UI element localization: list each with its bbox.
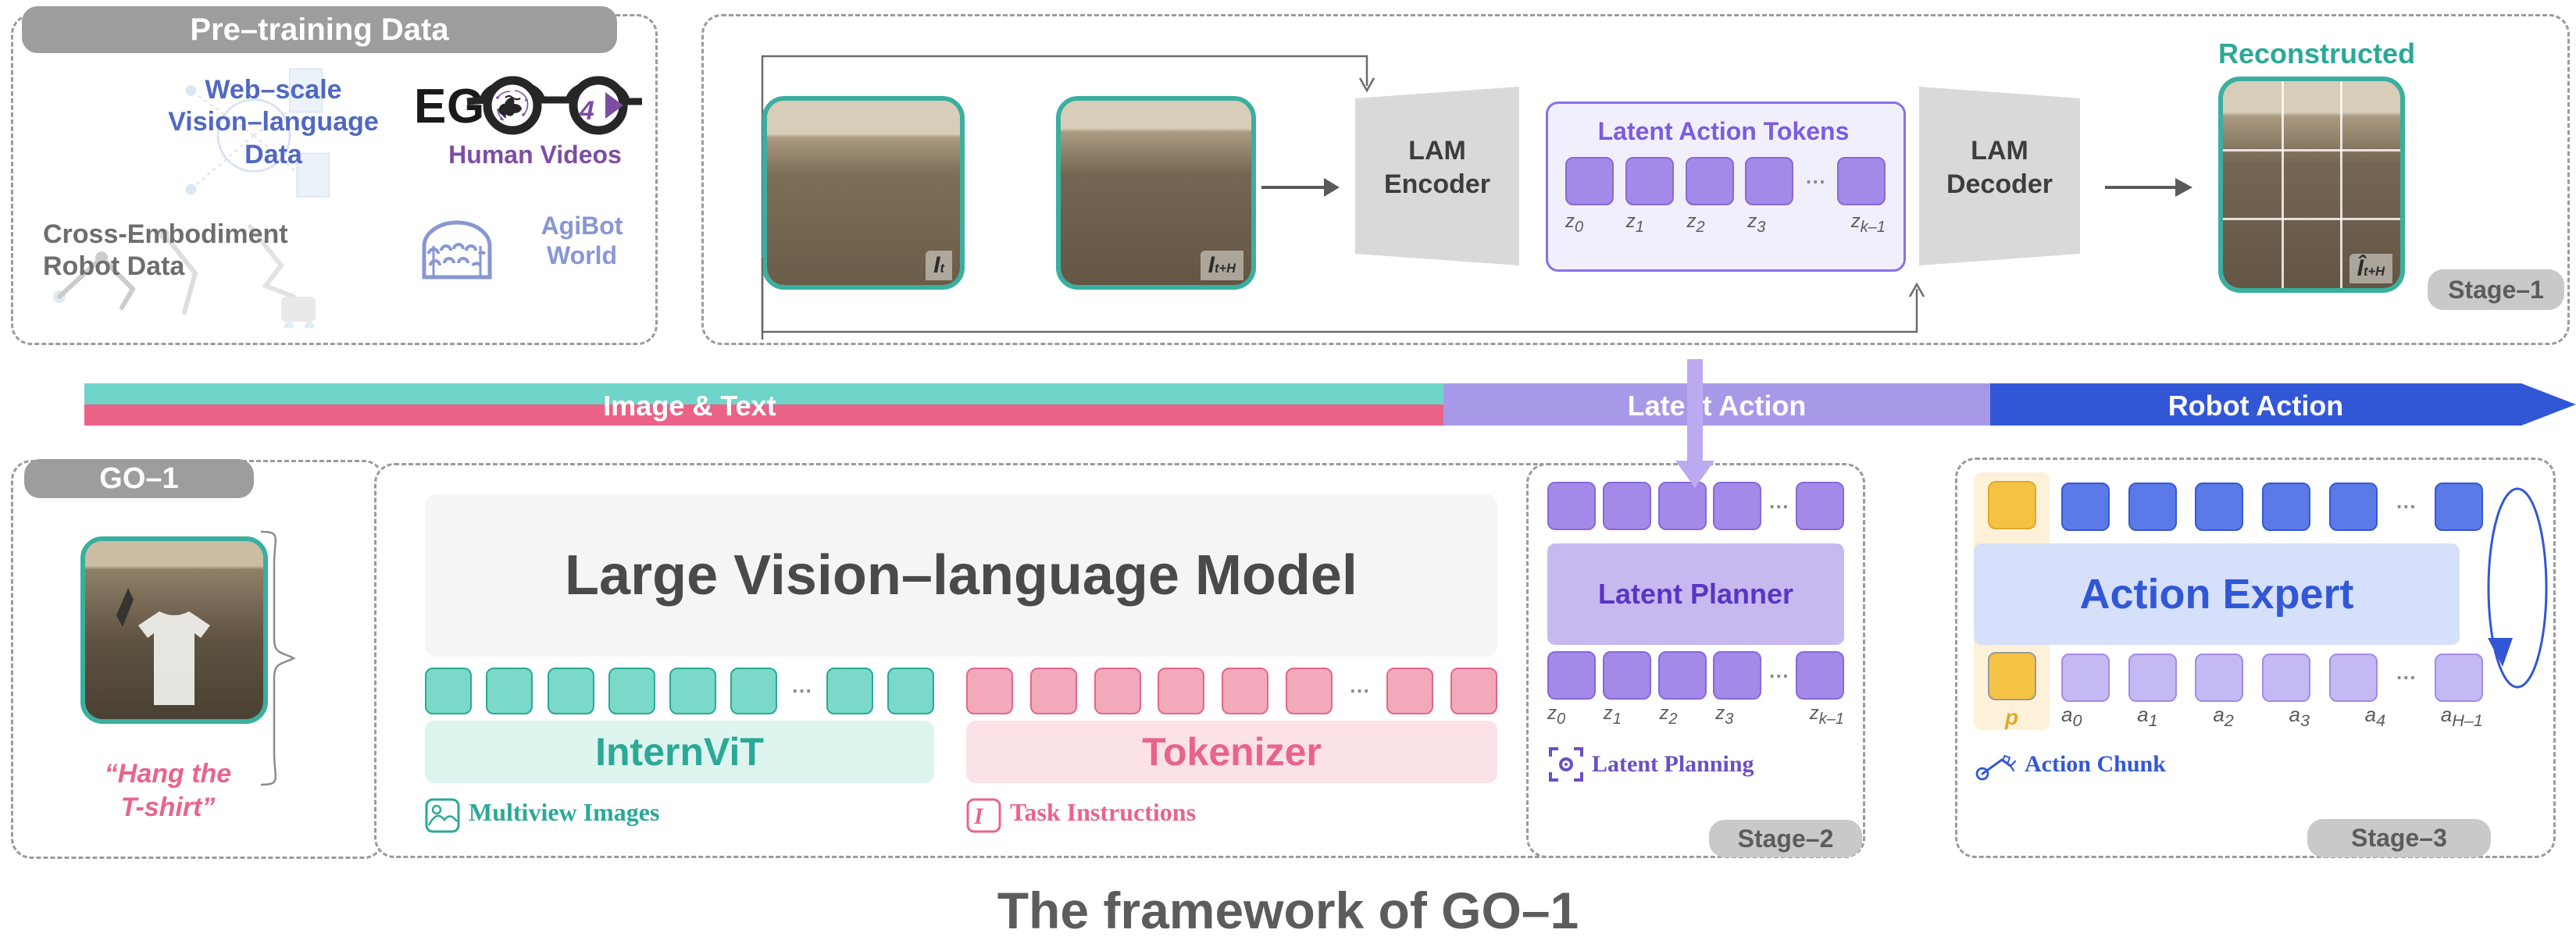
svg-text:4: 4 bbox=[579, 96, 594, 126]
svg-text:G: G bbox=[447, 80, 484, 134]
svg-text:I: I bbox=[973, 803, 984, 829]
svg-text:E: E bbox=[414, 80, 446, 134]
